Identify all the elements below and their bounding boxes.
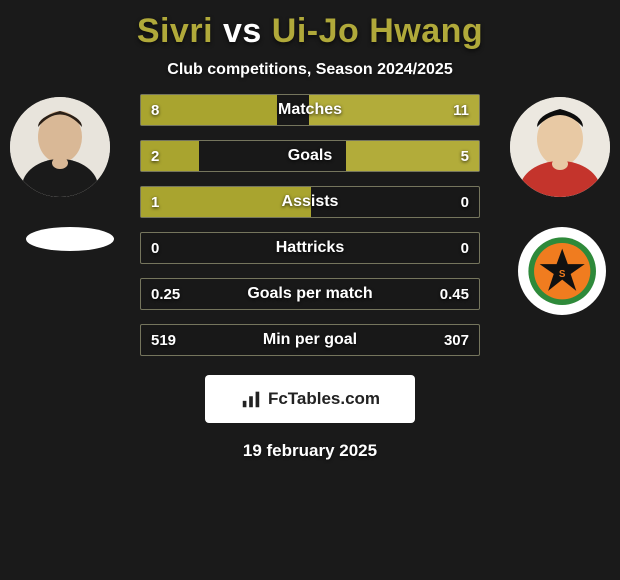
stat-value-left: 0 — [151, 233, 159, 263]
comparison-title: Sivri vs Ui-Jo Hwang — [0, 12, 620, 51]
subtitle: Club competitions, Season 2024/2025 — [0, 61, 620, 79]
footer-date: 19 february 2025 — [0, 441, 620, 461]
player1-name: Sivri — [137, 12, 213, 50]
main-panel: S 811Matches25Goals10Assists00Hattricks0… — [0, 97, 620, 367]
site-logo: FcTables.com — [205, 375, 415, 423]
stat-bar-left — [141, 95, 277, 125]
site-name: FcTables.com — [268, 389, 380, 409]
stat-row: 10Assists — [140, 186, 480, 218]
stat-value-right: 0 — [461, 233, 469, 263]
player2-club-badge: S — [518, 227, 606, 315]
player2-name: Ui-Jo Hwang — [272, 12, 483, 50]
player1-club-badge — [26, 227, 114, 251]
stat-row: 0.25 0.45Goals per match — [140, 278, 480, 310]
stat-row: 25Goals — [140, 140, 480, 172]
person-icon — [510, 97, 610, 197]
stat-label: Min per goal — [141, 325, 479, 355]
bar-chart-icon — [240, 388, 262, 410]
stat-value-left: 519 — [151, 325, 176, 355]
stat-value-left: 0.25 — [151, 279, 180, 309]
stat-bar-right — [346, 141, 479, 171]
stat-bar-left — [141, 187, 311, 217]
stat-label: Goals per match — [141, 279, 479, 309]
club-crest-icon: S — [527, 236, 597, 306]
person-icon — [10, 97, 110, 197]
player2-avatar — [510, 97, 610, 197]
stat-row: 0 0Hattricks — [140, 232, 480, 264]
stat-bar-left — [141, 141, 199, 171]
infographic-container: Sivri vs Ui-Jo Hwang Club competitions, … — [0, 0, 620, 580]
stat-value-right: 0 — [461, 187, 469, 217]
vs-text: vs — [223, 12, 262, 50]
player1-avatar — [10, 97, 110, 197]
comparison-bars: 811Matches25Goals10Assists00Hattricks0.2… — [140, 94, 480, 370]
stat-row: 519 307Min per goal — [140, 324, 480, 356]
svg-text:S: S — [559, 269, 566, 280]
stat-value-right: 0.45 — [440, 279, 469, 309]
stat-label: Hattricks — [141, 233, 479, 263]
stat-row: 811Matches — [140, 94, 480, 126]
stat-value-right: 307 — [444, 325, 469, 355]
stat-bar-right — [309, 95, 479, 125]
